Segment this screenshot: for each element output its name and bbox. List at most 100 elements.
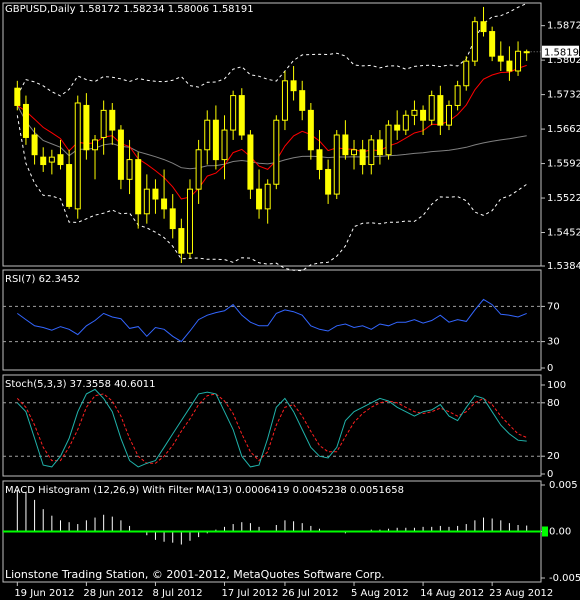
candle-body <box>290 80 297 92</box>
symbol-name: GBPUSD,Daily <box>5 4 76 15</box>
candle-body <box>342 134 349 156</box>
stoch-main-line <box>16 388 527 468</box>
copyright-text: Lionstone Trading Station, © 2001-2012, … <box>5 568 385 581</box>
price-panel-border <box>2 2 542 267</box>
candle-body <box>161 198 168 210</box>
candle-body <box>385 124 392 156</box>
candle-body <box>109 109 116 131</box>
candle-body <box>307 109 314 151</box>
candle-body <box>437 95 444 126</box>
slow-ma-line <box>16 105 527 170</box>
price-tick-label: 1.55920 <box>547 159 580 170</box>
candle-body <box>489 31 496 57</box>
candle-body <box>195 149 202 190</box>
candle-body <box>126 159 133 180</box>
candle-body <box>480 21 487 33</box>
stoch-panel-border <box>2 374 542 477</box>
candle-body <box>169 208 176 230</box>
stochastic-panel[interactable] <box>3 388 541 468</box>
date-tick-label: 19 Jun 2012 <box>14 588 74 599</box>
stoch-tick-label: 0 <box>547 469 553 480</box>
macd-tick-label: -0.005 <box>549 573 580 584</box>
candle-body <box>402 114 409 131</box>
stoch-title: Stoch(5,3,3) 37.3558 40.6011 <box>5 379 156 390</box>
bollinger-lower-band <box>16 115 527 272</box>
stoch-tick-label: 100 <box>547 380 566 391</box>
candle-body <box>186 188 193 254</box>
ema-line <box>17 64 527 200</box>
rsi-title: RSI(7) 62.3452 <box>5 274 80 285</box>
candle-body <box>394 124 401 131</box>
macd-zero-marker <box>542 526 548 537</box>
candle-body <box>497 55 504 62</box>
date-tick-label: 8 Jul 2012 <box>152 588 202 599</box>
candle-body <box>281 80 288 121</box>
candle-body <box>92 139 99 151</box>
candle-body <box>66 164 73 207</box>
price-tick-label: 1.58720 <box>547 21 580 32</box>
candle-body <box>333 134 340 195</box>
current-price-label: 1.58191 <box>544 48 580 59</box>
date-tick-label: 23 Aug 2012 <box>489 588 553 599</box>
candle-body <box>40 156 47 166</box>
candle-body <box>100 109 107 138</box>
price-panel[interactable] <box>14 2 541 272</box>
candle-body <box>57 154 64 166</box>
stoch-tick-label: 80 <box>547 398 560 409</box>
candle-body <box>31 134 38 156</box>
candle-body <box>143 188 150 215</box>
candle-body <box>299 90 306 111</box>
candle-body <box>506 60 513 72</box>
rsi-panel[interactable] <box>3 298 541 343</box>
price-tick-label: 1.56620 <box>547 124 580 135</box>
candle-body <box>376 139 383 156</box>
candle-body <box>445 104 452 126</box>
rsi-tick-label: 0 <box>547 363 553 374</box>
candle-body <box>117 129 124 180</box>
candle-body <box>247 134 254 190</box>
candle-body <box>454 85 461 106</box>
candle-body <box>411 109 418 116</box>
bollinger-upper-band <box>16 2 527 97</box>
price-tick-label: 1.57320 <box>547 90 580 101</box>
candle-body <box>135 159 142 215</box>
candle-body <box>325 168 332 195</box>
date-tick-label: 14 Aug 2012 <box>420 588 484 599</box>
candle-body <box>273 119 280 185</box>
candle-body <box>351 149 358 156</box>
candle-body <box>471 21 478 62</box>
current-price-box <box>542 45 579 58</box>
ohlc-values: 1.58172 1.58234 1.58006 1.58191 <box>78 4 254 15</box>
rsi-line <box>17 298 527 343</box>
price-tick-label: 1.58020 <box>547 55 580 66</box>
candle-body <box>212 119 219 161</box>
rsi-tick-label: 30 <box>547 337 560 348</box>
candle-body <box>463 60 470 87</box>
candle-body <box>420 109 427 121</box>
candle-body <box>359 149 366 166</box>
candle-body <box>178 228 185 254</box>
date-tick-label: 5 Aug 2012 <box>351 588 409 599</box>
price-tick-label: 1.55220 <box>547 193 580 204</box>
candle-body <box>523 51 530 54</box>
stoch-tick-label: 20 <box>547 451 560 462</box>
candle-body <box>368 139 375 166</box>
candle-body <box>74 102 81 210</box>
macd-tick-label: 0.00 <box>549 527 571 538</box>
candle-body <box>428 95 435 121</box>
candle-body <box>515 50 522 72</box>
candle-body <box>264 183 271 210</box>
stoch-signal-line <box>16 393 527 464</box>
candle-body <box>14 87 21 106</box>
candle-body <box>316 149 323 170</box>
date-tick-label: 28 Jun 2012 <box>83 588 143 599</box>
macd-panel[interactable] <box>3 489 541 545</box>
candle-body <box>22 103 29 138</box>
date-tick-label: 26 Jul 2012 <box>282 588 339 599</box>
candle-body <box>83 104 90 151</box>
axes: 1.58720 1.58020 1.57320 1.56620 1.55920 1.552… <box>3 21 580 599</box>
candle-body <box>221 129 228 161</box>
rsi-tick-label: 70 <box>547 301 560 312</box>
macd-tick-label: 0.005 <box>549 480 578 491</box>
